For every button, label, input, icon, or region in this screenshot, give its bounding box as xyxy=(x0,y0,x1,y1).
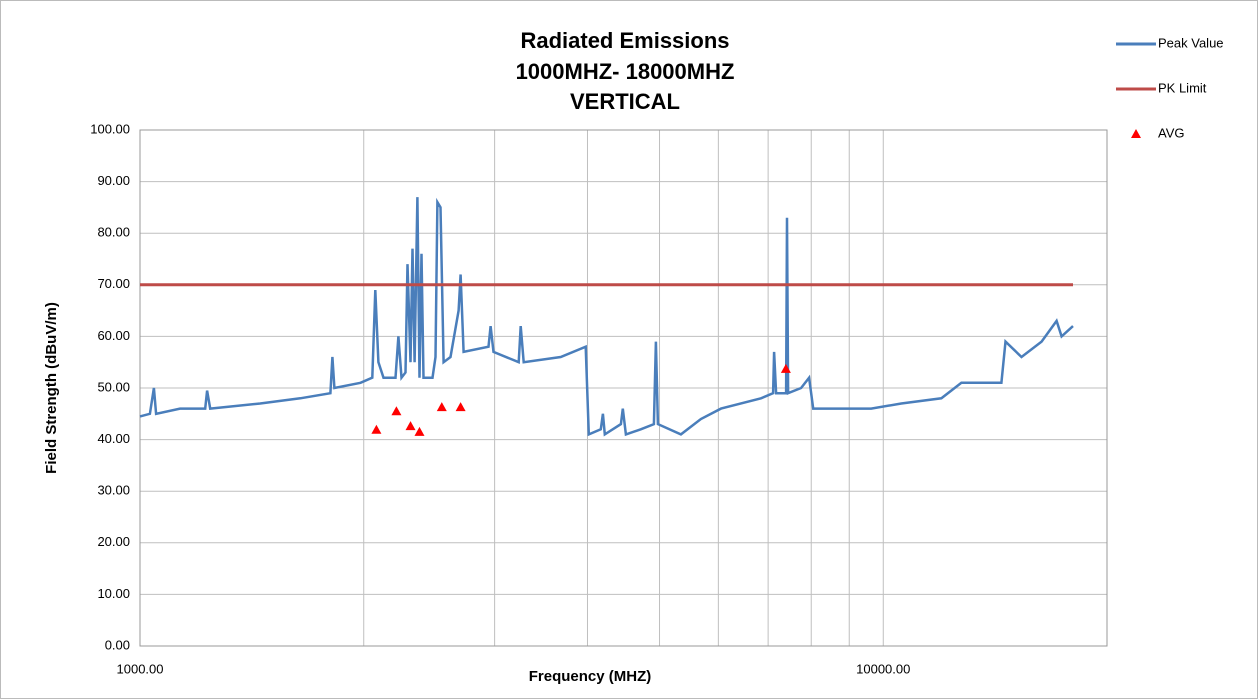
y-axis-label: Field Strength (dBuV/m) xyxy=(43,302,60,474)
avg-marker xyxy=(391,406,402,416)
y-tick-label: 40.00 xyxy=(97,431,130,446)
avg-marker xyxy=(414,426,425,436)
legend-swatch xyxy=(1131,129,1141,138)
legend-label: Peak Value xyxy=(1158,35,1224,50)
y-tick-label: 60.00 xyxy=(97,328,130,343)
avg-marker xyxy=(436,402,447,412)
chart-title: 1000MHZ- 18000MHZ xyxy=(516,59,735,84)
y-tick-label: 90.00 xyxy=(97,173,130,188)
y-tick-label: 100.00 xyxy=(90,121,130,136)
avg-marker xyxy=(371,424,382,434)
avg-marker xyxy=(455,402,466,412)
y-tick-label: 70.00 xyxy=(97,276,130,291)
avg-marker xyxy=(405,421,416,431)
legend-label: AVG xyxy=(1158,125,1185,140)
y-tick-label: 10.00 xyxy=(97,586,130,601)
y-tick-label: 80.00 xyxy=(97,225,130,240)
legend-label: PK Limit xyxy=(1158,80,1207,95)
plot-frame xyxy=(139,129,1108,647)
chart-title: VERTICAL xyxy=(570,89,680,114)
x-axis-label: Frequency (MHZ) xyxy=(529,668,652,685)
chart-title: Radiated Emissions xyxy=(520,28,729,53)
y-tick-label: 0.00 xyxy=(105,637,130,652)
y-tick-label: 20.00 xyxy=(97,534,130,549)
x-tick-label: 1000.00 xyxy=(117,661,164,676)
data-line xyxy=(139,197,1074,437)
y-tick-label: 50.00 xyxy=(97,379,130,394)
avg-marker xyxy=(780,363,791,373)
y-tick-label: 30.00 xyxy=(97,483,130,498)
x-tick-label: 10000.00 xyxy=(856,661,910,676)
